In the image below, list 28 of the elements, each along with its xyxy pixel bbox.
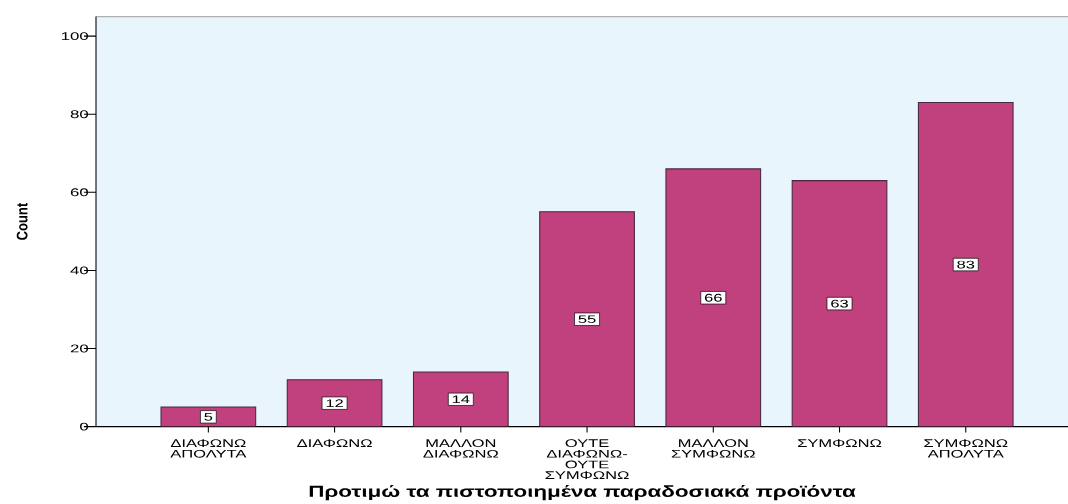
data-label: 63 (831, 299, 848, 308)
bar (791, 180, 888, 427)
x-tick-label: ΔΙΑΦΩΝΩ ΑΠΟΛΥΤΑ (170, 439, 247, 458)
data-label: 83 (957, 260, 975, 269)
bar (539, 211, 635, 427)
x-axis-title: Προτιμώ τα πιστοποιημένα παραδοσιακά προϊόντα (309, 485, 856, 501)
data-label: 12 (326, 399, 343, 408)
y-tick-label: 60 (70, 188, 89, 197)
bar (917, 101, 1014, 427)
data-label: 55 (578, 315, 596, 324)
data-label: 14 (452, 395, 470, 404)
y-axis-title: Count (16, 202, 28, 240)
y-tick-label: 0 (80, 422, 89, 431)
x-tick-label: ΣΥΜΦΩΝΩ (798, 439, 882, 447)
x-tick-label: ΜΑΛΛΟΝ ΣΥΜΦΩΝΩ (671, 439, 755, 458)
x-tick-label: ΣΥΜΦΩΝΩ ΑΠΟΛΥΤΑ (924, 439, 1008, 458)
y-tick-label: 100 (61, 32, 89, 41)
bar (412, 371, 509, 427)
x-tick-label: ΔΙΑΦΩΝΩ (297, 439, 372, 447)
x-tick-label: ΟΥΤΕ ΔΙΑΦΩΝΩ-ΟΥΤΕ ΣΥΜΦΩΝΩ (545, 439, 629, 479)
y-tick-label: 20 (70, 344, 89, 353)
data-label: 5 (204, 413, 213, 421)
y-tick-label: 80 (70, 110, 89, 119)
y-tick-label: 40 (70, 266, 89, 275)
data-label: 66 (704, 293, 722, 302)
bar (286, 379, 383, 427)
x-tick-label: ΜΑΛΛΟΝ ΔΙΑΦΩΝΩ (423, 439, 499, 458)
bar (665, 168, 762, 427)
